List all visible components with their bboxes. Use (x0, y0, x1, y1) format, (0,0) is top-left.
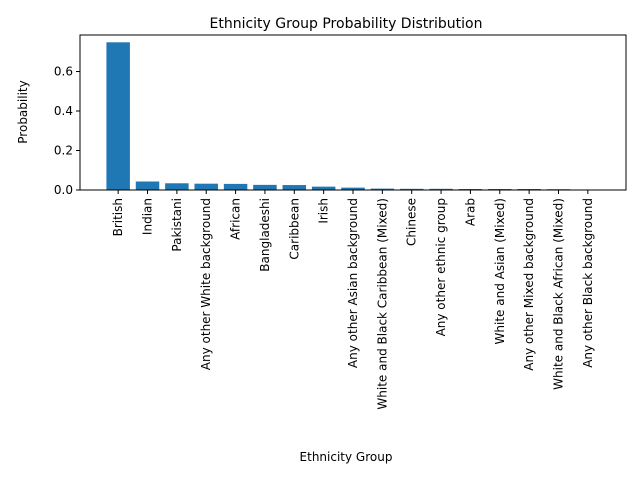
x-tick-label-1: Indian (141, 198, 155, 235)
x-axis-ticks: British Indian Pakistani Any other White ba… (111, 190, 595, 410)
y-tick-label-3: 0.6 (54, 65, 73, 79)
x-tick-label-6: Caribbean (287, 198, 301, 260)
bar-3 (194, 183, 218, 190)
bar-11 (429, 188, 453, 190)
x-tick-label-9: White and Black Caribbean (Mixed) (375, 198, 389, 410)
bars-group (106, 42, 600, 191)
bar-8 (341, 187, 365, 190)
bar-5 (253, 184, 277, 190)
x-tick-label-10: Chinese (405, 198, 419, 246)
x-tick-label-12: Arab (463, 198, 477, 226)
y-axis-label: Probability (16, 80, 30, 143)
y-tick-label-2: 0.4 (54, 104, 73, 118)
bar-7 (311, 186, 336, 190)
x-tick-label-4: African (229, 198, 243, 240)
bar-1 (135, 181, 160, 190)
bar-0 (106, 42, 130, 191)
x-tick-label-15: White and Black African (Mixed) (551, 198, 565, 390)
y-tick-label-1: 0.2 (54, 144, 73, 158)
plot-frame (79, 34, 627, 191)
x-tick-label-2: Pakistani (170, 198, 184, 252)
x-tick-label-0: British (111, 198, 125, 236)
x-axis-label: Ethnicity Group (300, 450, 393, 464)
bar-2 (165, 183, 189, 190)
x-tick-label-13: White and Asian (Mixed) (493, 198, 507, 344)
y-tick-label-0: 0.0 (54, 183, 73, 197)
x-tick-label-8: Any other Asian background (346, 198, 360, 368)
bar-4 (223, 183, 248, 190)
x-tick-label-14: Any other Mixed background (522, 198, 536, 371)
x-tick-label-7: Irish (317, 198, 331, 224)
y-axis-ticks: 0.0 0.2 0.4 0.6 (54, 65, 80, 197)
x-tick-label-16: Any other Black background (581, 198, 595, 368)
bar-9 (370, 188, 395, 190)
x-tick-label-5: Bangladeshi (258, 198, 272, 272)
bar-6 (282, 185, 307, 190)
x-tick-label-3: Any other White background (199, 198, 213, 370)
x-tick-label-11: Any other ethnic group (434, 198, 448, 336)
bar-10 (399, 188, 424, 190)
chart-title: Ethnicity Group Probability Distribution (210, 16, 483, 32)
